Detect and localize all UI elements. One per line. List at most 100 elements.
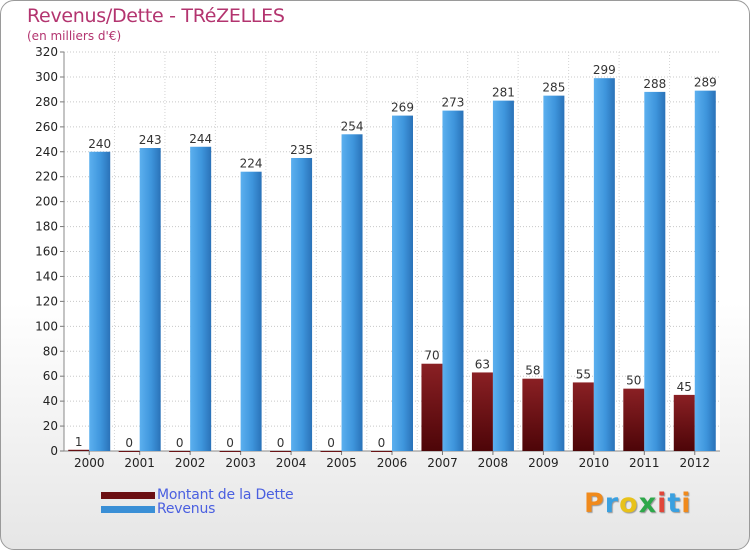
logo-letter: x <box>638 488 658 519</box>
x-tick-label: 2011 <box>629 456 660 470</box>
x-tick-label: 2008 <box>478 456 509 470</box>
bar-revenue <box>644 91 666 452</box>
data-label-revenue: 224 <box>240 157 263 171</box>
bar-revenue <box>593 78 615 451</box>
data-label-revenue: 269 <box>391 101 414 115</box>
data-label-debt: 0 <box>125 436 133 450</box>
y-tick-label: 180 <box>35 220 58 234</box>
data-label-debt: 0 <box>277 436 285 450</box>
y-tick-label: 120 <box>35 294 58 308</box>
x-tick-label: 2004 <box>276 456 307 470</box>
logo-letter: r <box>604 488 620 519</box>
bar-revenue <box>392 115 413 451</box>
bar-debt <box>471 372 493 451</box>
bar-revenue <box>694 90 716 451</box>
bar-debt <box>421 363 443 451</box>
y-tick-label: 40 <box>43 394 58 408</box>
y-tick-label: 80 <box>43 344 58 358</box>
data-label-debt: 58 <box>525 364 540 378</box>
proxiti-logo: Proxiti <box>584 488 692 519</box>
y-tick-label: 140 <box>35 269 58 283</box>
logo-letter: i <box>657 488 668 519</box>
bar-debt <box>371 451 392 452</box>
bar-revenue <box>442 110 464 452</box>
bar-debt <box>673 394 695 451</box>
bar-revenue <box>240 171 262 451</box>
data-label-revenue: 240 <box>88 137 111 151</box>
bar-revenue <box>543 95 565 451</box>
legend-item-revenue: Revenus <box>101 501 215 517</box>
y-tick-label: 240 <box>35 145 58 159</box>
bar-debt <box>522 378 544 451</box>
y-tick-label: 160 <box>35 245 58 259</box>
bar-revenue <box>492 100 514 452</box>
y-tick-label: 280 <box>35 95 58 109</box>
legend-swatch-debt <box>101 491 155 499</box>
x-tick-label: 2012 <box>679 456 710 470</box>
bar-debt <box>623 388 645 451</box>
data-label-debt: 0 <box>176 436 184 450</box>
logo-letter: t <box>667 488 682 519</box>
data-label-revenue: 273 <box>442 96 465 110</box>
chart-title: Revenus/Dette - TRéZELLES <box>27 5 285 27</box>
logo-letter: i <box>681 488 692 519</box>
logo-letter: o <box>619 488 639 519</box>
x-tick-label: 2007 <box>427 456 458 470</box>
y-tick-label: 200 <box>35 195 58 209</box>
data-label-debt: 50 <box>626 374 641 388</box>
y-tick-label: 220 <box>35 170 58 184</box>
data-label-debt: 70 <box>424 349 439 363</box>
data-label-revenue: 288 <box>643 77 666 91</box>
x-tick-label: 2006 <box>377 456 408 470</box>
data-label-debt: 55 <box>576 367 591 381</box>
y-tick-label: 260 <box>35 120 58 134</box>
bar-revenue <box>89 151 111 451</box>
bar-debt <box>572 382 594 451</box>
data-label-revenue: 243 <box>139 133 162 147</box>
data-label-debt: 45 <box>677 380 692 394</box>
bar-debt <box>118 451 140 452</box>
legend-swatch-revenue <box>101 505 155 513</box>
bar-revenue <box>139 148 161 451</box>
x-tick-label: 2009 <box>528 456 559 470</box>
bars-layer <box>68 78 716 452</box>
bar-debt <box>320 451 342 452</box>
data-label-revenue: 281 <box>492 86 515 100</box>
bar-revenue <box>190 146 212 451</box>
bar-revenue <box>341 134 363 451</box>
x-tick-label: 2003 <box>225 456 256 470</box>
data-label-revenue: 285 <box>542 81 565 95</box>
data-label-revenue: 299 <box>593 63 616 77</box>
y-tick-label: 100 <box>35 319 58 333</box>
chart-subtitle: (en milliers d'€) <box>27 29 122 43</box>
legend-label-debt: Montant de la Dette <box>157 487 294 503</box>
bar-debt <box>270 451 292 452</box>
legend-label-revenue: Revenus <box>157 501 216 517</box>
x-tick-label: 2010 <box>579 456 610 470</box>
bar-debt <box>219 451 241 452</box>
y-tick-label: 300 <box>35 70 58 84</box>
bar-revenue <box>291 157 313 451</box>
y-tick-label: 320 <box>35 45 58 59</box>
bar-debt <box>68 449 90 451</box>
data-label-revenue: 254 <box>341 119 364 133</box>
data-label-debt: 0 <box>327 436 335 450</box>
logo-letter: P <box>584 488 605 519</box>
data-label-debt: 1 <box>75 435 83 449</box>
labels-layer: 0204060801001201401601802002202402602803… <box>35 45 717 470</box>
x-tick-label: 2001 <box>124 456 155 470</box>
data-label-debt: 63 <box>475 357 490 371</box>
y-tick-label: 20 <box>43 419 58 433</box>
x-tick-label: 2002 <box>175 456 206 470</box>
data-label-debt: 0 <box>226 436 234 450</box>
y-tick-label: 60 <box>43 369 58 383</box>
legend-item-debt: Montant de la Dette <box>101 487 294 503</box>
data-label-debt: 0 <box>378 436 386 450</box>
data-label-revenue: 244 <box>189 132 212 146</box>
y-tick-label: 0 <box>50 444 58 458</box>
x-tick-label: 2000 <box>74 456 105 470</box>
bar-debt <box>169 451 191 452</box>
data-label-revenue: 235 <box>290 143 313 157</box>
